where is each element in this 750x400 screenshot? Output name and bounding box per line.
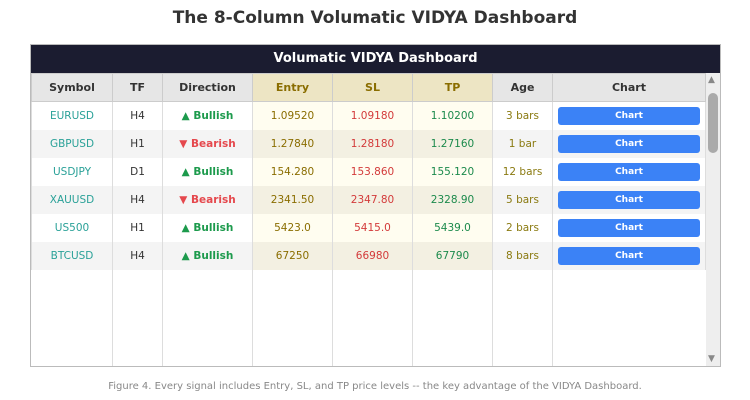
- age-cell: 1 bar: [508, 138, 537, 150]
- tp-cell: 1.10200: [430, 110, 475, 122]
- sl-cell: 5415.0: [354, 222, 391, 234]
- symbol-cell: BTCUSD: [50, 250, 94, 262]
- header-chart: Chart: [552, 73, 706, 102]
- sl-cell: 1.09180: [350, 110, 395, 122]
- table-row: US500 H1 ▲ Bullish 5423.0 5415.0 5439.0 2 bars…: [31, 214, 706, 242]
- table-row: BTCUSD H4 ▲ Bullish 67250 66980 67790 8 bars Ch…: [31, 242, 706, 270]
- tf-cell: H4: [130, 194, 145, 206]
- tf-cell: H4: [130, 110, 145, 122]
- table-row: XAUUSD H4 ▼ Bearish 2341.50 2347.80 2328.90 5 …: [31, 186, 706, 214]
- panel-title: Volumatic VIDYA Dashboard: [31, 45, 720, 73]
- entry-cell: 154.280: [270, 166, 315, 178]
- direction-cell: ▼ Bearish: [179, 194, 236, 206]
- chart-button[interactable]: Chart: [558, 219, 700, 237]
- symbol-cell: EURUSD: [49, 110, 95, 122]
- age-cell: 2 bars: [506, 222, 539, 234]
- page-title: The 8-Column Volumatic VIDYA Dashboard: [172, 8, 578, 28]
- scrollbar[interactable]: ▲ ▼: [706, 73, 720, 366]
- symbol-cell: USDJPY: [52, 166, 92, 178]
- direction-cell: ▲ Bullish: [181, 222, 234, 234]
- sl-cell: 2347.80: [350, 194, 395, 206]
- direction-cell: ▼ Bearish: [179, 138, 236, 150]
- header-entry[interactable]: Entry: [252, 73, 333, 102]
- sl-cell: 66980: [355, 250, 390, 262]
- tp-cell: 67790: [435, 250, 470, 262]
- symbol-cell: GBPUSD: [49, 138, 95, 150]
- tf-cell: H1: [130, 222, 145, 234]
- tf-cell: H4: [130, 250, 145, 262]
- age-cell: 5 bars: [506, 194, 539, 206]
- age-cell: 8 bars: [506, 250, 539, 262]
- tp-cell: 1.27160: [430, 138, 475, 150]
- symbol-cell: US500: [54, 222, 90, 234]
- tp-cell: 5439.0: [434, 222, 471, 234]
- header-symbol[interactable]: Symbol: [31, 73, 113, 102]
- direction-cell: ▲ Bullish: [181, 166, 234, 178]
- chart-button[interactable]: Chart: [558, 191, 700, 209]
- tf-cell: H1: [130, 138, 145, 150]
- chart-button[interactable]: Chart: [558, 247, 700, 265]
- age-cell: 3 bars: [506, 110, 539, 122]
- sl-cell: 1.28180: [350, 138, 395, 150]
- chart-button[interactable]: Chart: [558, 163, 700, 181]
- entry-cell: 67250: [275, 250, 310, 262]
- chart-button[interactable]: Chart: [558, 107, 700, 125]
- tp-cell: 155.120: [430, 166, 475, 178]
- signals-table: Symbol TF Direction Entry SL TP Age Char…: [31, 73, 706, 270]
- table-row: GBPUSD H1 ▼ Bearish 1.27840 1.28180 1.27160 1 …: [31, 130, 706, 158]
- chart-button[interactable]: Chart: [558, 135, 700, 153]
- figure-caption: Figure 4. Every signal includes Entry, S…: [108, 381, 642, 392]
- entry-cell: 5423.0: [274, 222, 311, 234]
- direction-cell: ▲ Bullish: [181, 250, 234, 262]
- entry-cell: 1.27840: [270, 138, 315, 150]
- header-sl[interactable]: SL: [332, 73, 413, 102]
- tf-cell: D1: [130, 166, 145, 178]
- scroll-down-icon[interactable]: ▼: [708, 354, 715, 364]
- header-direction[interactable]: Direction: [162, 73, 253, 102]
- header-tf[interactable]: TF: [112, 73, 163, 102]
- table-row: EURUSD H4 ▲ Bullish 1.09520 1.09180 1.10200 3 …: [31, 101, 706, 130]
- entry-cell: 1.09520: [270, 110, 315, 122]
- entry-cell: 2341.50: [270, 194, 315, 206]
- header-tp[interactable]: TP: [412, 73, 493, 102]
- scrollbar-thumb[interactable]: [708, 93, 718, 153]
- age-cell: 12 bars: [502, 166, 543, 178]
- header-age[interactable]: Age: [492, 73, 553, 102]
- sl-cell: 153.860: [350, 166, 395, 178]
- dashboard-panel: Volumatic VIDYA Dashboard Symbol TF Dire…: [30, 44, 721, 367]
- direction-cell: ▲ Bullish: [181, 110, 234, 122]
- symbol-cell: XAUUSD: [49, 194, 95, 206]
- scroll-up-icon[interactable]: ▲: [708, 75, 715, 85]
- table-row: USDJPY D1 ▲ Bullish 154.280 153.860 155.120 12…: [31, 158, 706, 186]
- tp-cell: 2328.90: [430, 194, 475, 206]
